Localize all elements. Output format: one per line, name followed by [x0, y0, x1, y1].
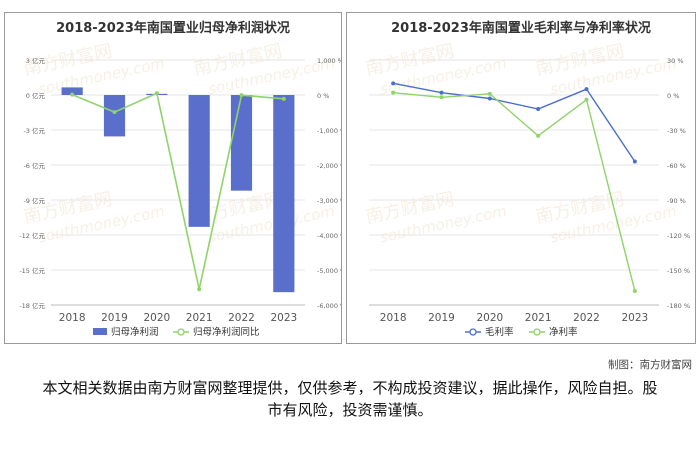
x-tick-label: 2022: [573, 312, 600, 324]
y-left-tick-label: -6 亿元: [23, 161, 45, 170]
y-right-tick-label: -1,000 %: [317, 127, 341, 135]
y-right-tick-label: -6,000 %: [317, 302, 341, 310]
x-tick-label: 2018: [380, 312, 407, 324]
point-series-1-2023: [632, 289, 637, 293]
y-left-tick-label: -3 亿元: [23, 126, 45, 135]
bar-2018: [61, 87, 83, 95]
line-series-0: [393, 82, 636, 162]
line-yoy: [71, 92, 284, 290]
x-tick-label: 2023: [270, 312, 297, 324]
bar-2021: [188, 95, 210, 227]
x-tick-label: 2021: [186, 312, 213, 324]
legend-marker-line: [469, 328, 477, 336]
y-right-tick-label: 1,000 %: [317, 57, 341, 65]
y-right-tick-label: 0 %: [317, 92, 329, 100]
y-left-tick-label: 3 亿元: [26, 56, 46, 65]
point-yoy-2018: [70, 92, 75, 97]
chart-panel-right: 南方财富网 southmoney.com 南方财富网 southmoney.com 南方…: [346, 12, 696, 344]
point-series-0-2019: [439, 90, 444, 95]
bar-2019: [103, 95, 126, 137]
y-left-tick-label: -12 亿元: [19, 231, 45, 240]
disclaimer-text: 本文相关数据由南方财富网整理提供，仅供参考，不构成投资建议，据此操作，风险自担。…: [42, 379, 658, 419]
x-tick-label: 2019: [428, 312, 455, 324]
point-series-1-2020: [487, 91, 492, 96]
legend-label-1: 净利率: [549, 326, 578, 338]
y-right-tick-label: -3,000 %: [317, 197, 341, 205]
point-series-0-2018: [391, 81, 396, 86]
y-right-tick-label: -180 %: [667, 302, 690, 310]
x-tick-label: 2018: [59, 312, 86, 324]
y-right-tick-label: 0 %: [667, 92, 679, 100]
bar-2022: [230, 95, 253, 191]
chart-panel-left: 南方财富网 southmoney.com 南方财富网 southmoney.com 南方…: [4, 12, 342, 344]
x-tick-label: 2019: [101, 312, 128, 324]
point-series-1-2018: [391, 90, 396, 95]
y-right-tick-label: -5,000 %: [317, 267, 341, 275]
y-right-tick-label: -60 %: [667, 162, 686, 170]
y-right-tick-label: -2,000 %: [317, 162, 341, 170]
legend-label-0: 毛利率: [485, 326, 514, 338]
x-tick-label: 2021: [525, 312, 552, 324]
x-tick-label: 2020: [476, 312, 503, 324]
point-series-1-2022: [584, 97, 589, 102]
point-series-0-2023: [632, 159, 637, 164]
y-left-tick-label: -15 亿元: [19, 266, 45, 275]
point-yoy-2023: [281, 96, 286, 101]
y-left-tick-label: -18 亿元: [19, 301, 45, 310]
x-tick-label: 2023: [621, 312, 648, 324]
y-right-tick-label: -90 %: [667, 197, 686, 205]
point-yoy-2021: [197, 287, 202, 292]
x-tick-label: 2020: [143, 312, 170, 324]
legend-marker-line: [533, 328, 541, 336]
legend-swatch-bar: [93, 328, 107, 335]
bar-2023: [273, 95, 295, 293]
chart-title-left: 2018-2023年南国置业归母净利润状况: [56, 21, 290, 36]
y-left-tick-label: 0 亿元: [26, 91, 46, 100]
point-yoy-2022: [239, 93, 244, 98]
point-series-1-2019: [439, 95, 444, 100]
y-right-tick-label: -150 %: [667, 267, 690, 275]
point-series-0-2022: [584, 87, 589, 92]
point-series-0-2021: [536, 107, 541, 111]
point-yoy-2020: [154, 91, 159, 96]
point-series-1-2021: [536, 133, 541, 138]
y-right-tick-label: -30 %: [667, 127, 686, 135]
legend-label-bar: 归母净利润: [111, 326, 159, 338]
legend-label-line: 归母净利润同比: [193, 326, 260, 338]
y-right-tick-label: -4,000 %: [317, 232, 341, 240]
y-right-tick-label: -120 %: [667, 232, 690, 240]
line-series-1: [393, 91, 636, 292]
point-yoy-2019: [112, 110, 117, 115]
x-tick-label: 2022: [228, 312, 255, 324]
chart-credit: 制图：南方财富网: [608, 359, 692, 371]
point-series-0-2020: [487, 96, 492, 101]
legend-marker-line: [177, 328, 185, 336]
y-left-tick-label: -9 亿元: [23, 196, 45, 205]
y-right-tick-label: 30 %: [667, 57, 684, 65]
chart-title-right: 2018-2023年南国置业毛利率与净利率状况: [391, 21, 651, 36]
